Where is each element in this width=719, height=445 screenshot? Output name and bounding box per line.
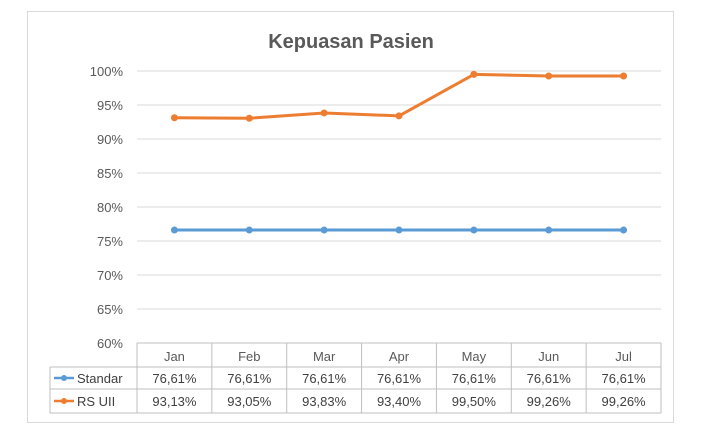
data-point [245,226,253,234]
data-point [245,114,253,122]
data-table-cell: 99,26% [527,394,572,409]
line-chart: Kepuasan Pasien 60% 65% 70% 75% 80% 85% 90% 95%… [49,31,662,414]
data-table-cell: 99,26% [602,394,647,409]
y-tick-label: 60% [97,336,123,351]
chart-title: Kepuasan Pasien [268,31,434,53]
data-point [320,109,328,117]
x-tick-label: Jul [615,349,632,364]
legend-key-marker [61,398,67,404]
data-table-cell: 76,61% [227,371,272,386]
data-point [620,72,628,80]
x-tick-label: Mar [313,349,336,364]
data-table-cell: 76,61% [452,371,497,386]
data-table-cell: 76,61% [527,371,572,386]
y-tick-label: 75% [97,234,123,249]
y-tick-label: 80% [97,200,123,215]
y-tick-label: 90% [97,132,123,147]
series-line [174,72,624,120]
y-tick-label: 85% [97,166,123,181]
data-point [320,226,328,234]
x-tick-label: Jun [538,349,559,364]
x-tick-label: Apr [389,349,410,364]
data-point [620,226,628,234]
data-table-cell: 76,61% [377,371,422,386]
x-tick-label: Feb [238,349,260,364]
data-point [395,112,403,120]
data-point [470,226,478,234]
x-tick-label: Jan [164,349,185,364]
data-table-cell: 93,83% [302,394,347,409]
legend-series-name: RS UII [77,394,115,409]
data-point [170,226,178,234]
data-table-cell: 93,40% [377,394,422,409]
chart-frame: Kepuasan Pasien 60% 65% 70% 75% 80% 85% 90% 95%… [27,11,674,423]
data-point [545,226,553,234]
data-table-cell: 76,61% [152,371,197,386]
y-tick-label: 100% [90,64,124,79]
data-table-cell: 99,50% [452,394,497,409]
data-point [470,70,478,78]
data-point [170,114,178,122]
data-table-cell: 93,05% [227,394,272,409]
x-tick-label: May [462,349,487,364]
data-table-cell: 93,13% [152,394,197,409]
data-table-cell: 76,61% [602,371,647,386]
y-tick-label: 95% [97,98,123,113]
y-tick-label: 70% [97,268,123,283]
y-tick-label: 65% [97,302,123,317]
legend-key-marker [61,375,67,381]
data-point [395,226,403,234]
data-table-cell: 76,61% [302,371,347,386]
data-point [545,72,553,80]
legend-series-name: Standar [77,371,123,386]
